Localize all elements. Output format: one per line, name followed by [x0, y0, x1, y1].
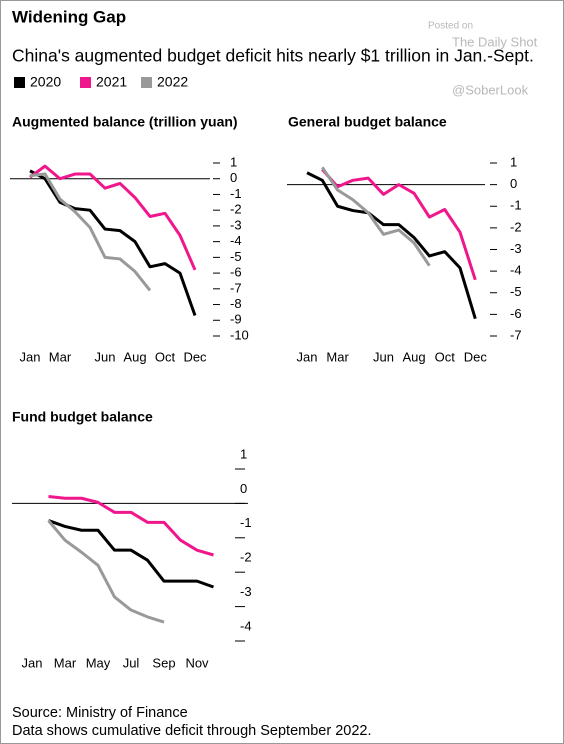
x-tick-label: Aug — [123, 349, 146, 364]
series-line — [321, 168, 477, 281]
x-tick-label: Mar — [54, 655, 77, 670]
y-tick-label: 1 — [240, 446, 247, 461]
x-tick-label: Oct — [435, 349, 456, 364]
series-line — [29, 172, 152, 292]
x-tick-label: Sep — [152, 655, 175, 670]
y-tick-label: -3 — [510, 241, 522, 256]
y-tick-label: -9 — [230, 312, 242, 327]
legend-label: 2020 — [30, 74, 61, 90]
x-tick-label: Dec — [183, 349, 207, 364]
series-line — [47, 519, 165, 624]
y-tick-label: -1 — [230, 186, 242, 201]
x-tick-label: Jun — [373, 349, 394, 364]
y-tick-label: -7 — [510, 327, 522, 342]
legend-label: 2022 — [157, 74, 188, 90]
x-tick-label: Jan — [20, 349, 41, 364]
x-tick-label: Aug — [403, 349, 426, 364]
legend-swatch — [141, 77, 152, 88]
watermark: The Daily Shot — [452, 34, 538, 49]
x-tick-label: Nov — [185, 655, 209, 670]
legend-swatch — [14, 77, 25, 88]
y-tick-label: -4 — [230, 233, 242, 248]
page-title: Widening Gap — [12, 7, 126, 26]
y-tick-label: 1 — [510, 154, 517, 169]
y-tick-label: -2 — [230, 202, 242, 217]
y-tick-label: -1 — [240, 515, 252, 530]
y-tick-label: -7 — [230, 280, 242, 295]
x-tick-label: May — [86, 655, 111, 670]
x-tick-label: Jun — [95, 349, 116, 364]
x-tick-label: Mar — [49, 349, 72, 364]
y-tick-label: -1 — [510, 198, 522, 213]
y-tick-label: -4 — [240, 618, 252, 633]
chart-title: Augmented balance (trillion yuan) — [12, 114, 238, 130]
source: Source: Ministry of Finance — [12, 705, 188, 721]
x-tick-label: Jul — [123, 655, 140, 670]
watermark: Posted on — [428, 21, 473, 32]
y-tick-label: -8 — [230, 296, 242, 311]
y-tick-label: -2 — [240, 550, 252, 565]
y-tick-label: -2 — [510, 219, 522, 234]
series-line — [306, 171, 477, 320]
y-tick-label: -3 — [230, 217, 242, 232]
y-tick-label: -4 — [510, 263, 522, 278]
y-tick-label: 1 — [230, 154, 237, 169]
legend-label: 2021 — [96, 74, 127, 90]
y-tick-label: 0 — [230, 170, 237, 185]
x-tick-label: Mar — [326, 349, 349, 364]
chart-title: Fund budget balance — [12, 409, 153, 425]
y-tick-label: -3 — [240, 584, 252, 599]
series-line — [29, 164, 197, 271]
series-line — [47, 519, 215, 589]
note: Data shows cumulative deficit through Se… — [12, 723, 371, 739]
series-line — [321, 166, 431, 267]
y-tick-label: -6 — [510, 306, 522, 321]
y-tick-label: -5 — [510, 284, 522, 299]
x-tick-label: Jan — [297, 349, 318, 364]
series-line — [48, 495, 214, 557]
x-tick-label: Dec — [464, 349, 488, 364]
y-tick-label: 0 — [510, 176, 517, 191]
x-tick-label: Jan — [22, 655, 43, 670]
y-tick-label: -6 — [230, 265, 242, 280]
series-line — [29, 169, 197, 317]
watermark: @SoberLook — [452, 82, 529, 97]
y-tick-label: -5 — [230, 249, 242, 264]
y-tick-label: 0 — [240, 481, 247, 496]
chart-title: General budget balance — [288, 114, 447, 130]
x-tick-label: Oct — [155, 349, 176, 364]
subtitle: China's augmented budget deficit hits ne… — [12, 46, 534, 66]
y-tick-label: -10 — [230, 327, 249, 342]
legend-swatch — [80, 77, 91, 88]
